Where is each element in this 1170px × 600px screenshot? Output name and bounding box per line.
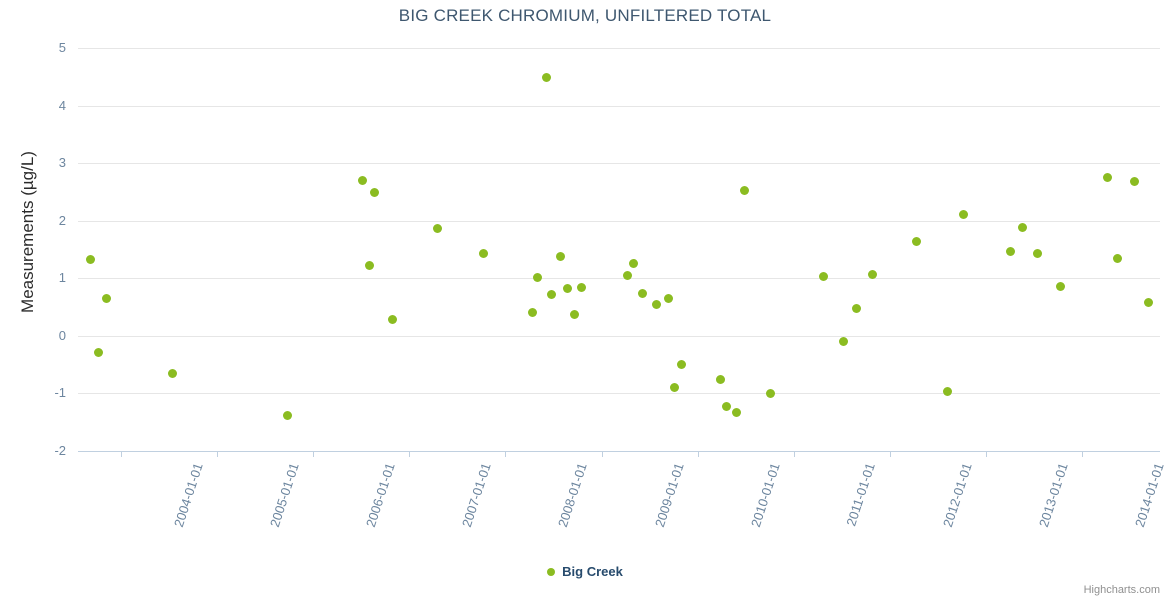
x-axis-tick (313, 451, 314, 457)
data-point[interactable] (739, 185, 749, 195)
gridline (78, 393, 1160, 394)
x-axis-tick (1082, 451, 1083, 457)
x-axis-label: 2005-01-01 (266, 461, 302, 529)
data-point[interactable] (546, 289, 556, 299)
data-point[interactable] (369, 187, 379, 197)
data-point[interactable] (527, 307, 537, 317)
gridline (78, 221, 1160, 222)
x-axis-tick (794, 451, 795, 457)
x-axis-label: 2011-01-01 (843, 461, 878, 528)
data-point[interactable] (101, 293, 111, 303)
data-point[interactable] (541, 72, 551, 82)
y-axis-label: -2 (54, 443, 66, 458)
data-point[interactable] (1102, 172, 1112, 182)
x-axis-tick (217, 451, 218, 457)
data-point[interactable] (1032, 248, 1042, 258)
data-point[interactable] (669, 382, 679, 392)
data-point[interactable] (85, 254, 95, 264)
x-axis-label: 2008-01-01 (554, 461, 590, 529)
data-point[interactable] (663, 293, 673, 303)
data-point[interactable] (676, 359, 686, 369)
x-axis-tick (505, 451, 506, 457)
x-axis-tick (698, 451, 699, 457)
y-axis-label: -1 (54, 385, 66, 400)
data-point[interactable] (628, 258, 638, 268)
data-point[interactable] (942, 386, 952, 396)
y-axis-label: 5 (58, 40, 66, 55)
data-point[interactable] (731, 407, 741, 417)
x-axis-tick (986, 451, 987, 457)
data-point[interactable] (93, 347, 103, 357)
x-axis-label: 2007-01-01 (458, 461, 494, 529)
y-axis-label: 1 (58, 270, 66, 285)
y-axis-label: 0 (58, 328, 66, 343)
data-point[interactable] (622, 270, 632, 280)
x-axis-label: 2012-01-01 (939, 461, 975, 529)
data-point[interactable] (364, 260, 374, 270)
data-point[interactable] (478, 248, 488, 258)
y-axis-title: Measurements (µg/L) (18, 151, 37, 313)
data-point[interactable] (1112, 253, 1122, 263)
data-point[interactable] (167, 368, 177, 378)
x-axis-label: 2013-01-01 (1035, 461, 1071, 529)
legend-marker-icon (547, 567, 556, 576)
data-point[interactable] (562, 283, 572, 293)
data-point[interactable] (1129, 176, 1139, 186)
gridline (78, 278, 1160, 279)
data-point[interactable] (569, 309, 579, 319)
data-point[interactable] (637, 288, 647, 298)
data-point[interactable] (715, 374, 725, 384)
y-axis-label: 4 (58, 98, 66, 113)
x-axis-tick (602, 451, 603, 457)
data-point[interactable] (1005, 246, 1015, 256)
data-point[interactable] (282, 410, 292, 420)
x-axis-label: 2006-01-01 (362, 461, 398, 529)
data-point[interactable] (1017, 222, 1027, 232)
data-point[interactable] (432, 223, 442, 233)
data-point[interactable] (532, 272, 542, 282)
highcharts-credits[interactable]: Highcharts.com (1083, 584, 1160, 596)
data-point[interactable] (911, 236, 921, 246)
x-axis-label: 2010-01-01 (747, 461, 783, 529)
y-axis-label: 2 (58, 213, 66, 228)
gridline (78, 336, 1160, 337)
x-axis-label: 2004-01-01 (170, 461, 206, 529)
chart-title: BIG CREEK CHROMIUM, UNFILTERED TOTAL (398, 6, 772, 25)
plot-area (78, 48, 1160, 451)
data-point[interactable] (387, 314, 397, 324)
x-axis-tick (121, 451, 122, 457)
data-point[interactable] (651, 299, 661, 309)
x-axis-label: 2009-01-01 (651, 461, 687, 529)
data-point[interactable] (958, 209, 968, 219)
x-axis-tick (409, 451, 410, 457)
data-point[interactable] (851, 303, 861, 313)
chart-legend: Big Creek (0, 564, 1170, 579)
data-point[interactable] (1143, 297, 1153, 307)
data-point[interactable] (867, 269, 877, 279)
data-point[interactable] (357, 175, 367, 185)
y-axis-label: 3 (58, 155, 66, 170)
data-point[interactable] (765, 388, 775, 398)
data-point[interactable] (576, 282, 586, 292)
gridline (78, 48, 1160, 49)
data-point[interactable] (555, 251, 565, 261)
x-axis-tick (890, 451, 891, 457)
gridline (78, 106, 1160, 107)
gridline (78, 163, 1160, 164)
x-axis-line (78, 451, 1160, 452)
data-point[interactable] (818, 271, 828, 281)
legend-item-big-creek[interactable]: Big Creek (562, 564, 623, 579)
x-axis-label: 2014-01-01 (1131, 461, 1167, 529)
data-point[interactable] (838, 336, 848, 346)
data-point[interactable] (721, 401, 731, 411)
data-point[interactable] (1055, 281, 1065, 291)
